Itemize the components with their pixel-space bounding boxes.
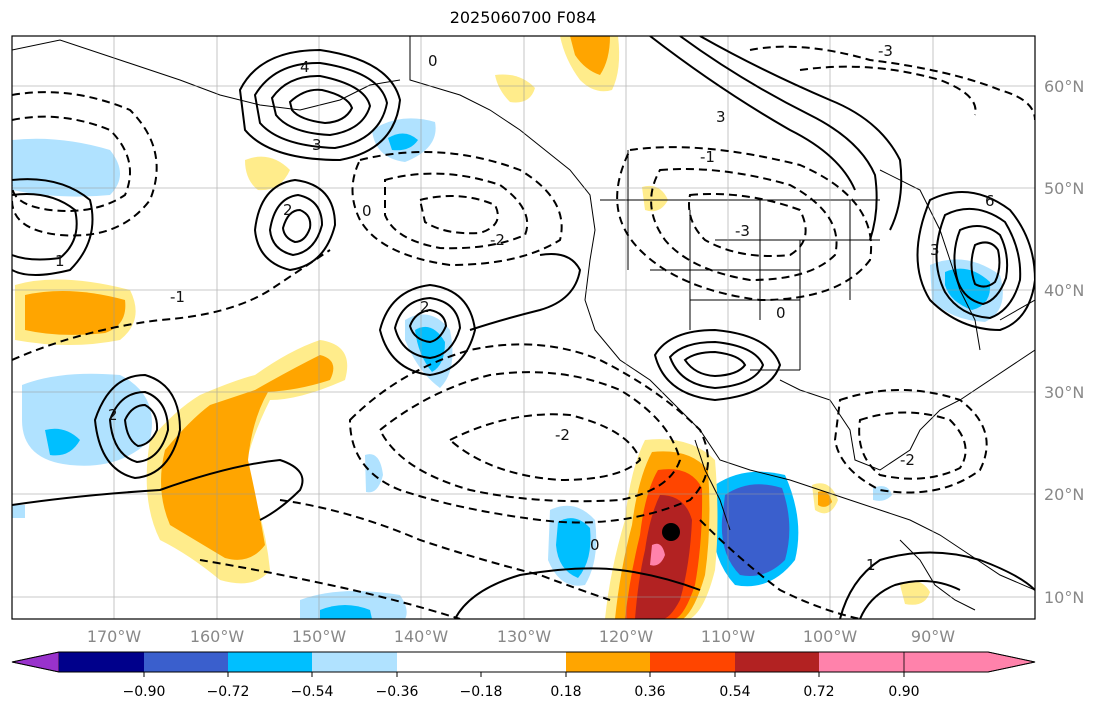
contour-label: 0 [362, 202, 372, 220]
colorbar-tick-label: −0.72 [207, 684, 250, 700]
colorbar-segment [397, 652, 481, 672]
lat-label: 30°N [1044, 383, 1084, 402]
negative-contours [12, 45, 1035, 619]
map-frame [11, 35, 1036, 620]
lon-label: 130°W [497, 627, 552, 646]
colorbar-tick-label: 0.72 [803, 684, 834, 700]
colorbar-segment [312, 652, 397, 672]
lat-label: 10°N [1044, 588, 1084, 607]
longitude-labels: 170°W 160°W 150°W 140°W 130°W 120°W 110°… [87, 627, 955, 646]
colorbar-tick-label: 0.18 [550, 684, 581, 700]
contour-label: -3 [878, 42, 893, 60]
contour-label: -3 [735, 222, 750, 240]
colorbar-tick-label: 0.90 [888, 684, 919, 700]
contour-label: 3 [312, 136, 322, 154]
colorbar-low-extension [11, 651, 60, 673]
positive-contours [12, 36, 1035, 619]
lon-label: 170°W [87, 627, 142, 646]
lat-label: 20°N [1044, 485, 1084, 504]
lon-label: 150°W [292, 627, 347, 646]
contour-label: 1 [55, 252, 65, 270]
colorbar-segment [228, 652, 312, 672]
negative-area-subtropical [22, 373, 152, 466]
lon-label: 160°W [190, 627, 245, 646]
lon-label: 100°W [803, 627, 858, 646]
negative-area-west [12, 138, 120, 197]
colorbar-tick-label: −0.18 [460, 684, 503, 700]
colorbar-tick-label: 0.54 [719, 684, 750, 700]
lat-label: 60°N [1044, 77, 1084, 96]
contour-label: 6 [985, 192, 995, 210]
contour-label: -2 [555, 426, 570, 444]
contour-label: 2 [283, 201, 293, 219]
storm-center-dot [662, 523, 680, 541]
gridlines [12, 36, 1035, 619]
contour-label: 2 [420, 298, 430, 316]
colorbar-segment [819, 652, 904, 672]
colorbar-tick-label: 0.36 [634, 684, 665, 700]
contour-label: 1 [866, 556, 876, 574]
contour-label: 0 [590, 536, 600, 554]
lon-label: 140°W [394, 627, 449, 646]
contour-label: -1 [700, 148, 715, 166]
colorbar-segment [144, 652, 228, 672]
contour-label: 2 [108, 406, 118, 424]
colorbar-segment [481, 652, 566, 672]
colorbar-ticks [143, 672, 905, 677]
map-title: 2025060700 F084 [449, 8, 597, 27]
shaded-anomaly-fields [12, 36, 1003, 619]
colorbar-tick-label: −0.90 [123, 684, 166, 700]
colorbar-segment [735, 652, 819, 672]
contour-label: 0 [776, 304, 786, 322]
contour-label: -1 [170, 288, 185, 306]
colorbar-segment [566, 652, 650, 672]
contour-label: 3 [930, 241, 940, 259]
colorbar-segment [59, 652, 144, 672]
lon-label: 120°W [599, 627, 654, 646]
lat-label: 40°N [1044, 281, 1084, 300]
contour-label: -2 [900, 451, 915, 469]
map-panel: 4 3 2 2 2 -2 -2 -2 -3 -1 0 0 0 0 -1 1 1 … [12, 36, 1035, 619]
colorbar: −0.90 −0.72 −0.54 −0.36 −0.18 0.18 0.36 … [11, 651, 1036, 700]
contour-label: 3 [716, 108, 726, 126]
contour-labels: 4 3 2 2 2 -2 -2 -2 -3 -1 0 0 0 0 -1 1 1 … [55, 42, 995, 574]
lon-label: 110°W [701, 627, 756, 646]
contour-label: 4 [300, 58, 310, 76]
latitude-labels: 60°N 50°N 40°N 30°N 20°N 10°N [1044, 77, 1084, 607]
contour-label: -2 [490, 231, 505, 249]
colorbar-tick-label: −0.54 [291, 684, 334, 700]
contour-label: 0 [428, 52, 438, 70]
lat-label: 50°N [1044, 179, 1084, 198]
lon-label: 90°W [911, 627, 955, 646]
colorbar-segment [650, 652, 735, 672]
colorbar-tick-label: −0.36 [376, 684, 419, 700]
